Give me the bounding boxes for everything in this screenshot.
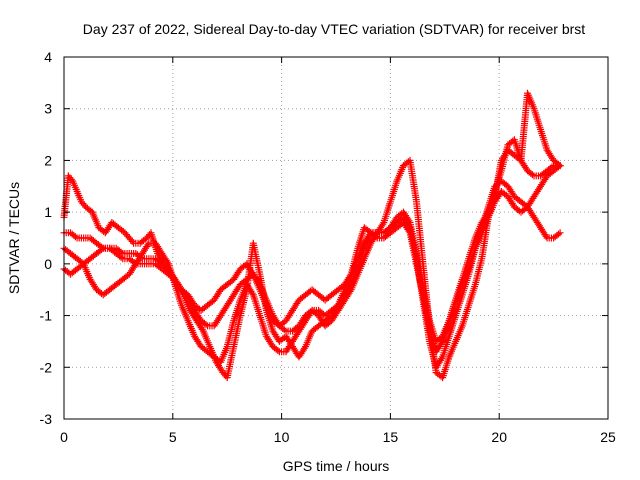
data-point bbox=[67, 175, 75, 183]
y-tick-label: -2 bbox=[40, 359, 53, 375]
data-point bbox=[528, 171, 536, 179]
plot-frame bbox=[63, 56, 609, 420]
data-point bbox=[198, 325, 206, 333]
data-point bbox=[248, 289, 256, 297]
y-tick-label: 2 bbox=[44, 152, 52, 168]
y-axis-title: SDTVAR / TECUs bbox=[6, 182, 22, 294]
data-point bbox=[144, 241, 152, 249]
data-point bbox=[119, 228, 127, 235]
series-track-4 bbox=[60, 89, 564, 366]
data-point bbox=[71, 233, 79, 241]
data-series bbox=[60, 89, 564, 382]
data-point bbox=[405, 217, 413, 225]
data-point bbox=[556, 162, 564, 170]
data-point bbox=[555, 160, 562, 168]
data-point bbox=[300, 344, 308, 352]
x-tick-label: 25 bbox=[600, 429, 616, 445]
data-point bbox=[98, 246, 105, 254]
data-point bbox=[542, 232, 550, 240]
y-tick-label: -3 bbox=[40, 411, 53, 427]
data-point bbox=[556, 229, 564, 237]
x-tick-label: 5 bbox=[169, 429, 177, 445]
axis-ticks bbox=[63, 56, 609, 420]
y-tick-label: -1 bbox=[40, 308, 53, 324]
data-point bbox=[379, 220, 387, 228]
data-point bbox=[274, 347, 282, 354]
data-point bbox=[346, 287, 354, 295]
x-tick-label: 20 bbox=[491, 429, 507, 445]
data-point bbox=[248, 269, 256, 276]
x-tick-labels: 0 5 10 15 20 25 bbox=[60, 429, 616, 445]
data-point bbox=[280, 326, 288, 334]
y-tick-labels: -3 -2 -1 0 1 2 3 4 bbox=[40, 49, 53, 427]
y-tick-label: 1 bbox=[44, 204, 52, 220]
y-tick-label: 0 bbox=[44, 256, 52, 272]
x-axis-title: GPS time / hours bbox=[283, 458, 390, 474]
y-tick-label: 3 bbox=[44, 101, 52, 117]
data-point bbox=[555, 230, 562, 238]
x-tick-label: 15 bbox=[383, 429, 399, 445]
data-point bbox=[117, 253, 125, 261]
data-point bbox=[346, 272, 354, 280]
chart-title: Day 237 of 2022, Sidereal Day-to-day VTE… bbox=[83, 21, 585, 37]
x-tick-label: 10 bbox=[274, 429, 290, 445]
x-tick-label: 0 bbox=[60, 429, 68, 445]
data-point bbox=[141, 235, 149, 243]
y-tick-label: 4 bbox=[44, 49, 52, 65]
data-point bbox=[202, 321, 210, 329]
